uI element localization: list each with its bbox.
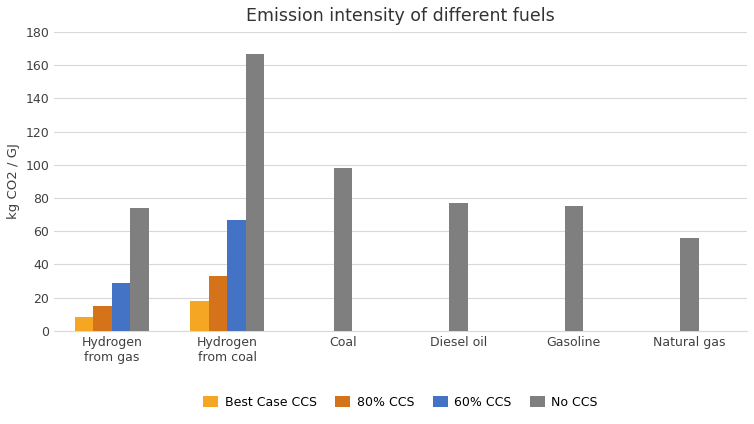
Y-axis label: kg CO2 / GJ: kg CO2 / GJ <box>7 143 20 219</box>
Bar <box>565 206 583 331</box>
Legend: Best Case CCS, 80% CCS, 60% CCS, No CCS: Best Case CCS, 80% CCS, 60% CCS, No CCS <box>198 391 603 414</box>
Bar <box>209 276 228 331</box>
Bar <box>130 208 149 331</box>
Bar <box>75 318 93 331</box>
Bar <box>246 53 265 331</box>
Bar <box>191 301 209 331</box>
Bar <box>228 220 246 331</box>
Bar <box>334 168 352 331</box>
Bar <box>449 203 467 331</box>
Bar <box>93 306 112 331</box>
Bar <box>680 238 698 331</box>
Title: Emission intensity of different fuels: Emission intensity of different fuels <box>247 7 555 25</box>
Bar <box>112 283 130 331</box>
